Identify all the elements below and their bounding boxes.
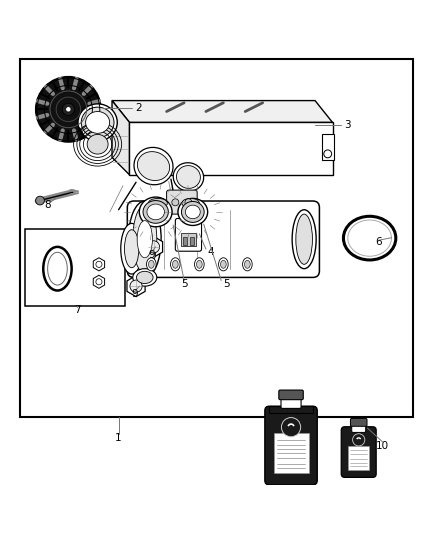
FancyBboxPatch shape (190, 237, 194, 245)
FancyBboxPatch shape (20, 59, 413, 417)
Ellipse shape (292, 210, 316, 269)
Ellipse shape (124, 230, 139, 268)
Ellipse shape (177, 202, 204, 213)
Ellipse shape (143, 200, 168, 223)
Ellipse shape (173, 163, 204, 191)
Ellipse shape (147, 204, 164, 220)
Ellipse shape (133, 205, 157, 273)
Ellipse shape (133, 269, 157, 286)
Circle shape (282, 417, 300, 437)
Ellipse shape (182, 198, 199, 208)
Ellipse shape (296, 214, 312, 264)
FancyBboxPatch shape (180, 233, 196, 246)
Ellipse shape (244, 261, 250, 268)
Circle shape (130, 280, 142, 292)
Ellipse shape (178, 198, 208, 225)
Circle shape (324, 150, 332, 158)
Text: 7: 7 (74, 305, 81, 315)
Circle shape (62, 103, 74, 116)
Text: 6: 6 (375, 238, 381, 247)
Text: 5: 5 (223, 279, 230, 289)
Ellipse shape (148, 261, 154, 268)
Circle shape (96, 261, 102, 268)
Circle shape (353, 434, 365, 446)
Ellipse shape (121, 223, 143, 274)
Ellipse shape (147, 258, 156, 271)
Ellipse shape (197, 261, 202, 268)
FancyBboxPatch shape (341, 427, 376, 478)
Ellipse shape (220, 261, 226, 268)
Polygon shape (93, 275, 105, 288)
Ellipse shape (243, 258, 252, 271)
FancyBboxPatch shape (279, 390, 303, 400)
Circle shape (148, 241, 159, 253)
Circle shape (66, 107, 71, 112)
Ellipse shape (185, 205, 200, 219)
Text: 8: 8 (45, 199, 51, 209)
Ellipse shape (85, 111, 110, 133)
Ellipse shape (181, 201, 204, 222)
FancyBboxPatch shape (127, 201, 319, 277)
Text: 5: 5 (181, 279, 187, 289)
Ellipse shape (81, 107, 114, 138)
Circle shape (35, 196, 44, 205)
FancyBboxPatch shape (269, 406, 313, 413)
Ellipse shape (170, 258, 180, 271)
Ellipse shape (194, 258, 204, 271)
FancyBboxPatch shape (175, 219, 201, 251)
Text: 1: 1 (115, 433, 122, 442)
Ellipse shape (219, 258, 228, 271)
Circle shape (96, 279, 102, 285)
Ellipse shape (143, 202, 173, 213)
FancyBboxPatch shape (274, 433, 308, 473)
FancyBboxPatch shape (352, 423, 366, 432)
Ellipse shape (173, 261, 178, 268)
Ellipse shape (177, 166, 201, 188)
Polygon shape (145, 236, 162, 257)
Text: 9: 9 (131, 289, 138, 300)
Text: 4: 4 (207, 247, 214, 257)
Ellipse shape (138, 151, 170, 181)
Polygon shape (130, 123, 332, 175)
Ellipse shape (137, 221, 152, 258)
FancyBboxPatch shape (265, 406, 317, 485)
FancyBboxPatch shape (350, 418, 367, 426)
Circle shape (172, 199, 179, 206)
FancyBboxPatch shape (321, 134, 334, 159)
Circle shape (185, 199, 192, 206)
FancyBboxPatch shape (348, 446, 369, 470)
Ellipse shape (87, 134, 108, 154)
FancyBboxPatch shape (183, 237, 187, 245)
Ellipse shape (148, 198, 167, 208)
Ellipse shape (78, 104, 117, 141)
Text: 9: 9 (148, 250, 155, 260)
Polygon shape (112, 101, 332, 123)
Ellipse shape (134, 148, 173, 185)
FancyBboxPatch shape (281, 396, 301, 408)
Ellipse shape (139, 197, 172, 227)
Polygon shape (93, 258, 105, 271)
Ellipse shape (128, 201, 161, 277)
Text: 3: 3 (345, 119, 351, 130)
Ellipse shape (137, 271, 153, 284)
FancyBboxPatch shape (166, 190, 197, 214)
Text: 10: 10 (376, 440, 389, 450)
Text: 2: 2 (135, 103, 141, 114)
FancyBboxPatch shape (25, 229, 125, 306)
Circle shape (35, 77, 101, 142)
Polygon shape (112, 101, 130, 175)
Polygon shape (127, 276, 145, 297)
